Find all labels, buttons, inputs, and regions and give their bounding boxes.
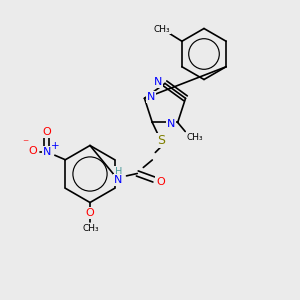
Text: O: O bbox=[156, 177, 165, 187]
Text: H: H bbox=[115, 167, 122, 177]
Text: O: O bbox=[85, 208, 94, 218]
Text: O: O bbox=[42, 127, 51, 137]
Text: CH₃: CH₃ bbox=[154, 25, 170, 34]
Text: +: + bbox=[51, 141, 60, 151]
Text: N: N bbox=[154, 77, 163, 87]
Text: N: N bbox=[167, 119, 175, 129]
Text: N: N bbox=[114, 175, 123, 185]
Text: N: N bbox=[147, 92, 155, 102]
Text: O: O bbox=[29, 146, 38, 156]
Text: CH₃: CH₃ bbox=[82, 224, 99, 233]
Text: CH₃: CH₃ bbox=[187, 133, 203, 142]
Text: N: N bbox=[43, 147, 51, 157]
Text: ⁻: ⁻ bbox=[22, 137, 28, 150]
Text: S: S bbox=[157, 134, 165, 147]
